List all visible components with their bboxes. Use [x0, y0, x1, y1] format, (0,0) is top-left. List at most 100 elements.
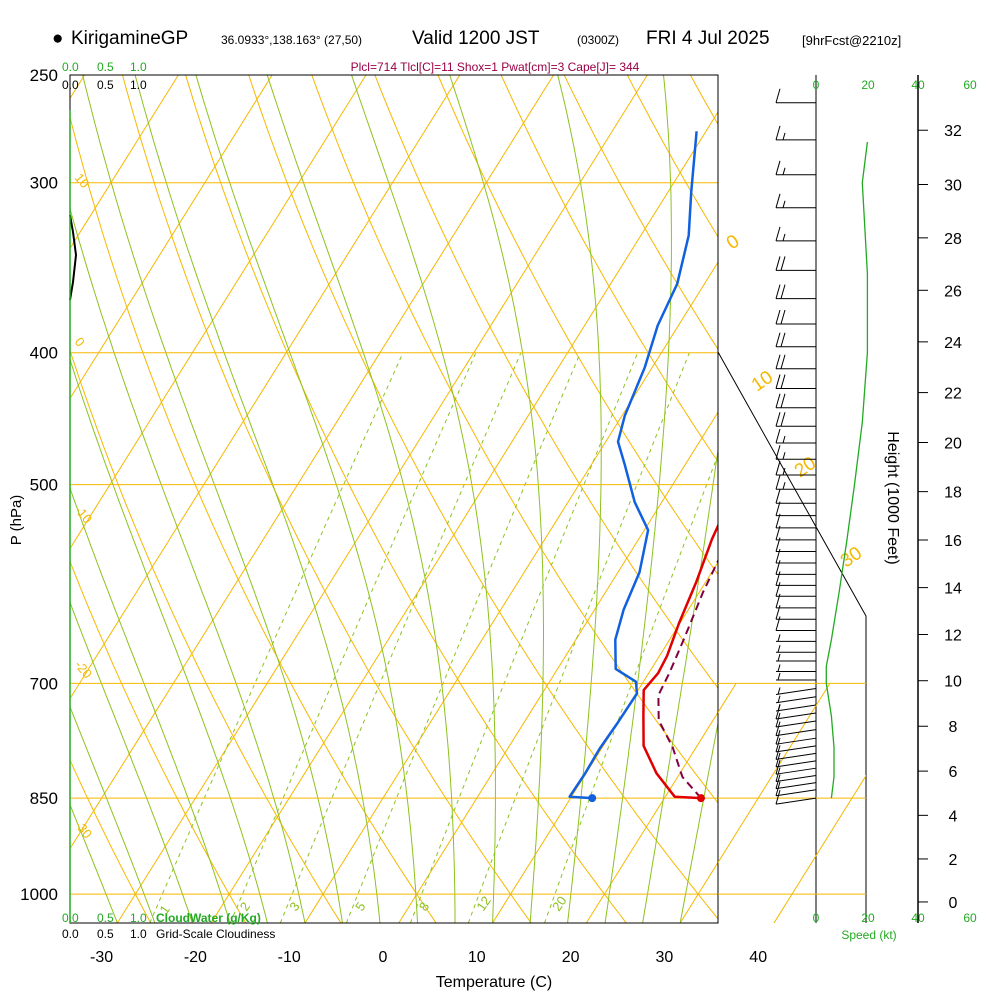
station-coords: 36.0933°,138.163° (27,50)	[221, 33, 363, 47]
isotherm-extension-line	[718, 683, 831, 923]
mixing-ratio-line	[467, 352, 690, 923]
dry-adiabat-line	[70, 758, 152, 923]
moist-adiabat-line	[70, 705, 156, 923]
dry-adiabat-line	[70, 560, 247, 923]
wind-barb	[775, 475, 816, 490]
wind-barb	[775, 789, 817, 805]
isotherm-line	[210, 111, 718, 923]
cloudiness-top-scale-label: 0.5	[97, 78, 114, 92]
dry-adiabat-line	[185, 75, 627, 923]
wind-barb	[775, 616, 816, 631]
wind-barb	[775, 393, 816, 409]
dry-adiabat-line	[70, 115, 437, 923]
plot-area	[70, 75, 1000, 923]
wind-barb	[776, 634, 816, 642]
height-tick-label: 30	[944, 178, 962, 195]
mixing-ratio-line	[544, 453, 718, 923]
isotherm-line	[585, 711, 718, 923]
dry-adiabat-label: 0	[72, 334, 88, 349]
wind-barb	[775, 721, 817, 737]
wind-barb	[775, 501, 816, 517]
wind-barb	[776, 645, 816, 653]
mixing-ratio-label: 8	[416, 899, 432, 914]
station-name: KirigamineGP	[71, 28, 189, 49]
moist-adiabat-line	[195, 75, 418, 923]
height-tick-label: 20	[944, 436, 962, 453]
wind-barb	[775, 256, 816, 271]
wind-barb	[775, 309, 816, 325]
wind-barb	[775, 284, 816, 300]
indices-text: Plcl=714 Tlcl[C]=11 Shox=1 Pwat[cm]=3 Ca…	[351, 60, 640, 74]
cloudiness-scale-label: 1.0	[130, 927, 147, 941]
isotherm-line	[70, 75, 367, 550]
x-tick-label: 40	[749, 949, 767, 966]
moist-adiabat-line	[604, 75, 672, 923]
moist-adiabat-line	[449, 75, 544, 923]
wind-barb	[775, 460, 816, 476]
wind-barb	[775, 226, 816, 242]
moist-adiabat-line	[642, 446, 718, 923]
y-tick-label: 400	[30, 344, 58, 363]
moist-adiabat-line	[266, 75, 456, 923]
mixing-ratio-line	[345, 352, 581, 923]
isotherm-line	[398, 411, 718, 923]
mixing-ratio-line	[149, 352, 404, 923]
utc-time: (0300Z)	[577, 33, 620, 47]
height-tick-label: 28	[944, 231, 962, 248]
forecast-info: [9hrFcst@2210z]	[802, 33, 902, 48]
cloud-water-scale-label: 0.0	[62, 911, 79, 925]
cloud-water-scale-label: 1.0	[130, 911, 147, 925]
height-tick-label: 26	[944, 283, 962, 300]
wind-barb	[775, 687, 817, 695]
wind-barb	[775, 730, 817, 745]
height-tick-label: 14	[944, 581, 962, 598]
isotherm-line	[492, 561, 718, 923]
y-tick-label: 1000	[20, 885, 58, 904]
dry-adiabat-label: -20	[72, 657, 96, 681]
y-tick-label: 700	[30, 674, 58, 693]
dry-adiabat-line	[311, 75, 718, 804]
mixing-ratio-line	[229, 352, 477, 923]
speed-bottom-tick-label: 0	[813, 911, 820, 925]
moist-adiabat-line	[70, 803, 118, 923]
moist-adiabat-label: 0	[723, 231, 744, 254]
dry-adiabat-line	[817, 75, 1000, 923]
dry-adiabat-line	[374, 75, 718, 689]
wind-barb	[775, 767, 817, 782]
wind-barb	[775, 412, 816, 427]
wind-barb	[775, 703, 817, 712]
cloudiness-scale-label: 0.0	[62, 927, 79, 941]
height-tick-label: 0	[949, 895, 958, 912]
y-tick-label: 850	[30, 789, 58, 808]
speed-top-tick-label: 0	[813, 78, 820, 92]
height-tick-label: 12	[944, 628, 962, 645]
wind-barb	[775, 571, 816, 586]
wind-barb	[775, 745, 817, 760]
isotherm-line	[70, 75, 273, 400]
moist-adiabat-line	[70, 206, 306, 923]
height-tick-label: 4	[949, 808, 958, 825]
height-tick-label: 10	[944, 674, 962, 691]
wind-speed-line	[825, 141, 869, 799]
cloud-water-scale-label: 0.5	[97, 911, 114, 925]
wind-barb	[775, 332, 816, 348]
series-parcel-line	[657, 558, 718, 799]
dry-adiabat-line	[500, 75, 718, 463]
wind-barb	[775, 695, 817, 704]
dry-adiabat-label: -10	[72, 502, 96, 526]
wind-barb	[775, 428, 816, 444]
wind-barb	[775, 88, 816, 104]
speed-top-tick-label: 20	[861, 78, 875, 92]
height-tick-label: 16	[944, 533, 962, 550]
mixing-ratio-line	[279, 352, 522, 923]
moist-adiabat-line	[557, 75, 602, 923]
wind-barb	[775, 704, 817, 720]
wind-barb	[775, 374, 816, 390]
wind-barb	[775, 712, 817, 728]
cloudiness-scale-label: 0.5	[97, 927, 114, 941]
wind-barb	[775, 489, 816, 504]
height-axis-label: Height (1000 Feet)	[884, 431, 901, 564]
dry-adiabat-line	[563, 75, 718, 351]
height-tick-label: 18	[944, 485, 962, 502]
y-tick-label: 250	[30, 66, 58, 85]
